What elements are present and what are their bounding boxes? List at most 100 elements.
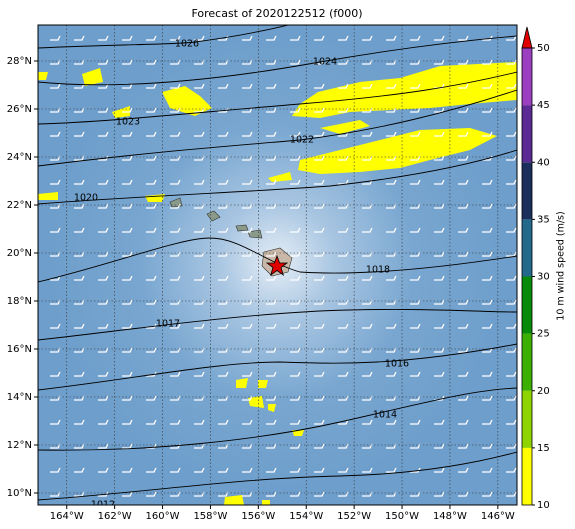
wind-barb [74, 227, 85, 233]
wind-barb [386, 467, 397, 473]
wind-barb [50, 155, 61, 161]
wind-barb [146, 155, 157, 161]
wind-barb [98, 443, 109, 449]
wind-barb [410, 203, 421, 209]
wind-barb [482, 419, 493, 425]
wind-barb [98, 467, 109, 473]
wind-barb [338, 371, 349, 377]
wind-barb [314, 227, 325, 233]
wind-barb [50, 299, 61, 305]
wind-barb [482, 203, 493, 209]
wind-barb [122, 179, 133, 185]
wind-barb [290, 419, 301, 425]
wind-barb [362, 203, 373, 209]
wind-barb [122, 443, 133, 449]
wind-barb [314, 179, 325, 185]
wind-barb [98, 347, 109, 353]
wind-barb [170, 59, 181, 65]
wind-barb [50, 107, 61, 113]
wind-barb [506, 395, 517, 401]
wind-barb [434, 251, 445, 257]
wind-barb [434, 347, 445, 353]
wind-barb [242, 251, 253, 257]
wind-barb [290, 275, 301, 281]
wind-barb [98, 371, 109, 377]
wind-barb [98, 155, 109, 161]
wind-barb [98, 275, 109, 281]
wind-barb [242, 347, 253, 353]
wind-barb [362, 347, 373, 353]
wind-barb [290, 467, 301, 473]
wind-barb [338, 467, 349, 473]
wind-barb [434, 203, 445, 209]
wind-barb [74, 323, 85, 329]
wind-barb [218, 59, 229, 65]
isobar-line [38, 71, 517, 125]
y-tick-label: 22°N [7, 200, 32, 211]
colorbar-tick-label: 40 [537, 157, 550, 168]
wind-barb [362, 443, 373, 449]
wind-barb [266, 155, 277, 161]
wind-barb [434, 467, 445, 473]
wind-barb [410, 227, 421, 233]
wind-barb [386, 83, 397, 89]
wind-barb [122, 131, 133, 137]
wind-barb [314, 83, 325, 89]
wind-barb [50, 59, 61, 65]
wind-barb [218, 131, 229, 137]
wind-barb [50, 443, 61, 449]
wind-barb [194, 131, 205, 137]
wind-barb [410, 491, 421, 497]
wind-barb [482, 275, 493, 281]
wind-barb [482, 299, 493, 305]
wind-barb [410, 299, 421, 305]
colorbar-label: 10 m wind speed (m/s) [556, 211, 567, 320]
wind-barb [338, 59, 349, 65]
wind-barb [194, 179, 205, 185]
wind-barb [434, 227, 445, 233]
wind-barb [194, 347, 205, 353]
wind-barb [482, 395, 493, 401]
wind-barb [434, 443, 445, 449]
wind-barb [170, 323, 181, 329]
wind-barb [338, 419, 349, 425]
wind-barb [194, 443, 205, 449]
wind-barb [122, 59, 133, 65]
wind-barb [362, 371, 373, 377]
wind-barb [74, 83, 85, 89]
isobar-line [38, 309, 517, 341]
wind-barb [74, 395, 85, 401]
wind-barb [146, 59, 157, 65]
wind-barb [122, 323, 133, 329]
wind-barb [146, 203, 157, 209]
wind-barb [386, 347, 397, 353]
wind-barb [458, 59, 469, 65]
wind-barb [410, 443, 421, 449]
wind-barb [242, 155, 253, 161]
wind-barb [74, 419, 85, 425]
wind-barb [458, 371, 469, 377]
x-tick-label: 150°W [385, 511, 419, 522]
wind-barb [122, 107, 133, 113]
wind-barb [434, 323, 445, 329]
wind-barb [218, 419, 229, 425]
wind-barb [74, 299, 85, 305]
wind-barb [194, 395, 205, 401]
wind-barb [458, 35, 469, 41]
wind-barb [50, 275, 61, 281]
wind-barb [458, 227, 469, 233]
wind-barb [410, 347, 421, 353]
wind-barb [122, 203, 133, 209]
wind-barb [242, 59, 253, 65]
wind-barb [458, 155, 469, 161]
wind-barbs [50, 35, 517, 497]
wind-barb [170, 131, 181, 137]
wind-barb [50, 227, 61, 233]
wind-barb [266, 347, 277, 353]
wind-barb [50, 467, 61, 473]
wind-barb [266, 203, 277, 209]
wind-barb [74, 155, 85, 161]
wind-barb [434, 419, 445, 425]
wind-barb [98, 107, 109, 113]
y-tick-label: 20°N [7, 248, 32, 259]
